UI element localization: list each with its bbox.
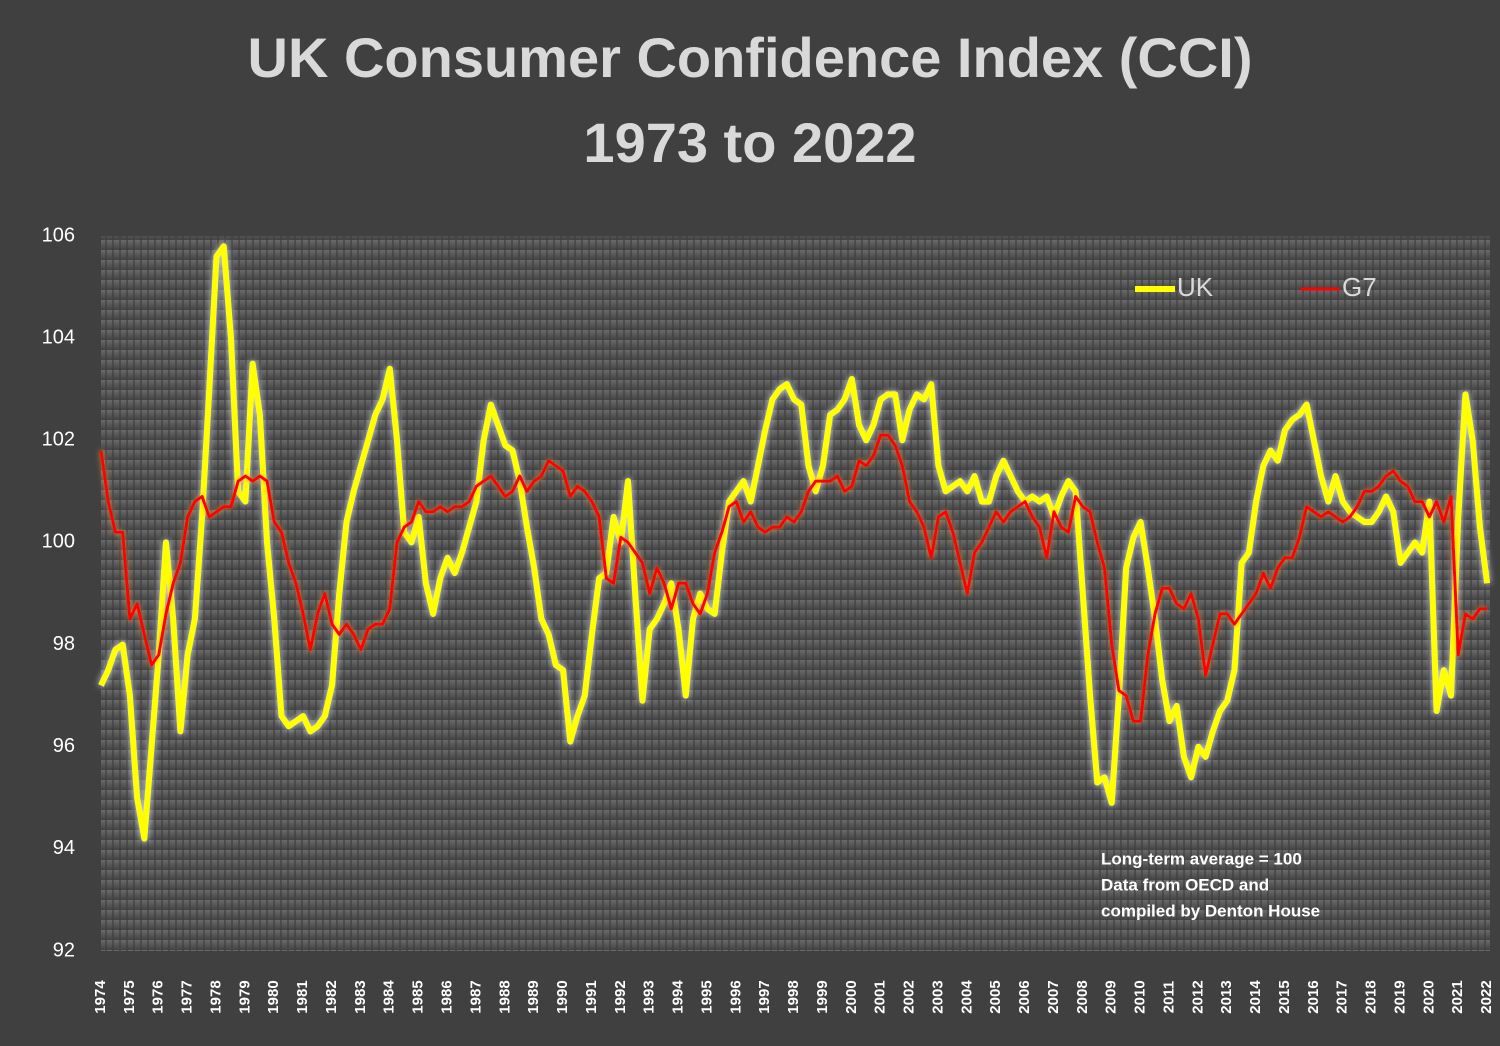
chart-title: UK Consumer Confidence Index (CCI) — [248, 26, 1253, 89]
y-tick-label: 98 — [53, 633, 75, 655]
x-tick-label: 2005 — [987, 980, 1004, 1013]
x-tick-label: 1979 — [236, 980, 253, 1013]
x-tick-label: 1993 — [641, 980, 658, 1013]
legend-label: G7 — [1342, 272, 1377, 302]
series-line — [98, 243, 1491, 842]
y-tick-label: 92 — [53, 939, 75, 961]
x-tick-label: 2013 — [1218, 980, 1235, 1013]
x-tick-label: 2011 — [1160, 981, 1177, 1014]
x-tick-label: 1978 — [207, 980, 224, 1013]
y-tick-label: 106 — [42, 224, 75, 246]
x-tick-label: 1996 — [727, 980, 744, 1013]
x-tick-label: 2018 — [1363, 980, 1380, 1013]
x-tick-label: 2010 — [1132, 980, 1149, 1013]
y-tick-label: 96 — [53, 735, 75, 757]
x-tick-label: 1988 — [496, 980, 513, 1013]
y-tick-label: 100 — [42, 531, 75, 553]
x-tick-label: 1994 — [670, 980, 687, 1014]
x-tick-label: 1992 — [612, 980, 629, 1013]
annotation: Data from OECD and — [1101, 875, 1269, 894]
x-tick-label: 2004 — [958, 980, 975, 1014]
x-tick-label: 1987 — [467, 980, 484, 1013]
series-line — [99, 433, 1488, 723]
x-tick-label: 2009 — [1103, 980, 1120, 1013]
x-tick-label: 2003 — [929, 980, 946, 1013]
x-tick-label: 1995 — [698, 980, 715, 1013]
x-tick-label: 1977 — [179, 980, 196, 1013]
x-tick-label: 1980 — [265, 980, 282, 1013]
plot-area — [101, 236, 1490, 951]
x-tick-label: 2006 — [1016, 980, 1033, 1013]
chart-subtitle: 1973 to 2022 — [583, 111, 916, 174]
x-tick-label: 1984 — [381, 980, 398, 1014]
x-tick-label: 2000 — [843, 980, 860, 1013]
legend-label: UK — [1177, 272, 1214, 302]
x-tick-label: 1990 — [554, 980, 571, 1013]
annotation: Long-term average = 100 — [1101, 849, 1302, 868]
x-tick-label: 1981 — [294, 980, 311, 1013]
x-tick-label: 1975 — [121, 980, 138, 1013]
x-tick-label: 2007 — [1045, 980, 1062, 1013]
y-tick-label: 102 — [42, 429, 75, 451]
x-tick-label: 2017 — [1334, 980, 1351, 1013]
x-tick-label: 2008 — [1074, 980, 1091, 1013]
x-tick-label: 2001 — [872, 980, 889, 1013]
x-tick-label: 1991 — [583, 980, 600, 1013]
y-tick-label: 94 — [53, 837, 75, 859]
x-tick-label: 1983 — [352, 980, 369, 1013]
x-tick-label: 1997 — [756, 980, 773, 1013]
x-tick-label: 2016 — [1305, 980, 1322, 1013]
annotation: compiled by Denton House — [1101, 901, 1320, 920]
x-tick-label: 2019 — [1391, 980, 1408, 1013]
x-tick-label: 2020 — [1420, 980, 1437, 1013]
x-tick-label: 1989 — [525, 980, 542, 1013]
x-tick-label: 2012 — [1189, 980, 1206, 1013]
x-tick-label: 1982 — [323, 980, 340, 1013]
x-tick-label: 1999 — [814, 980, 831, 1013]
x-tick-label: 2014 — [1247, 980, 1264, 1014]
x-tick-label: 2015 — [1276, 980, 1293, 1013]
x-tick-label: 1976 — [150, 980, 167, 1013]
x-tick-label: 1998 — [785, 980, 802, 1013]
plot: 92 94 96 98 100 102 104 106 1974 1975 1976 1977 1978… — [42, 224, 1495, 1013]
x-tick-label: 2022 — [1478, 980, 1495, 1013]
x-tick-label: 1986 — [438, 980, 455, 1013]
y-tick-label: 104 — [42, 326, 75, 348]
x-tick-label: 2021 — [1449, 980, 1466, 1013]
x-tick-label: 1974 — [92, 980, 109, 1014]
x-tick-label: 2002 — [901, 980, 918, 1013]
x-tick-label: 1985 — [410, 980, 427, 1013]
